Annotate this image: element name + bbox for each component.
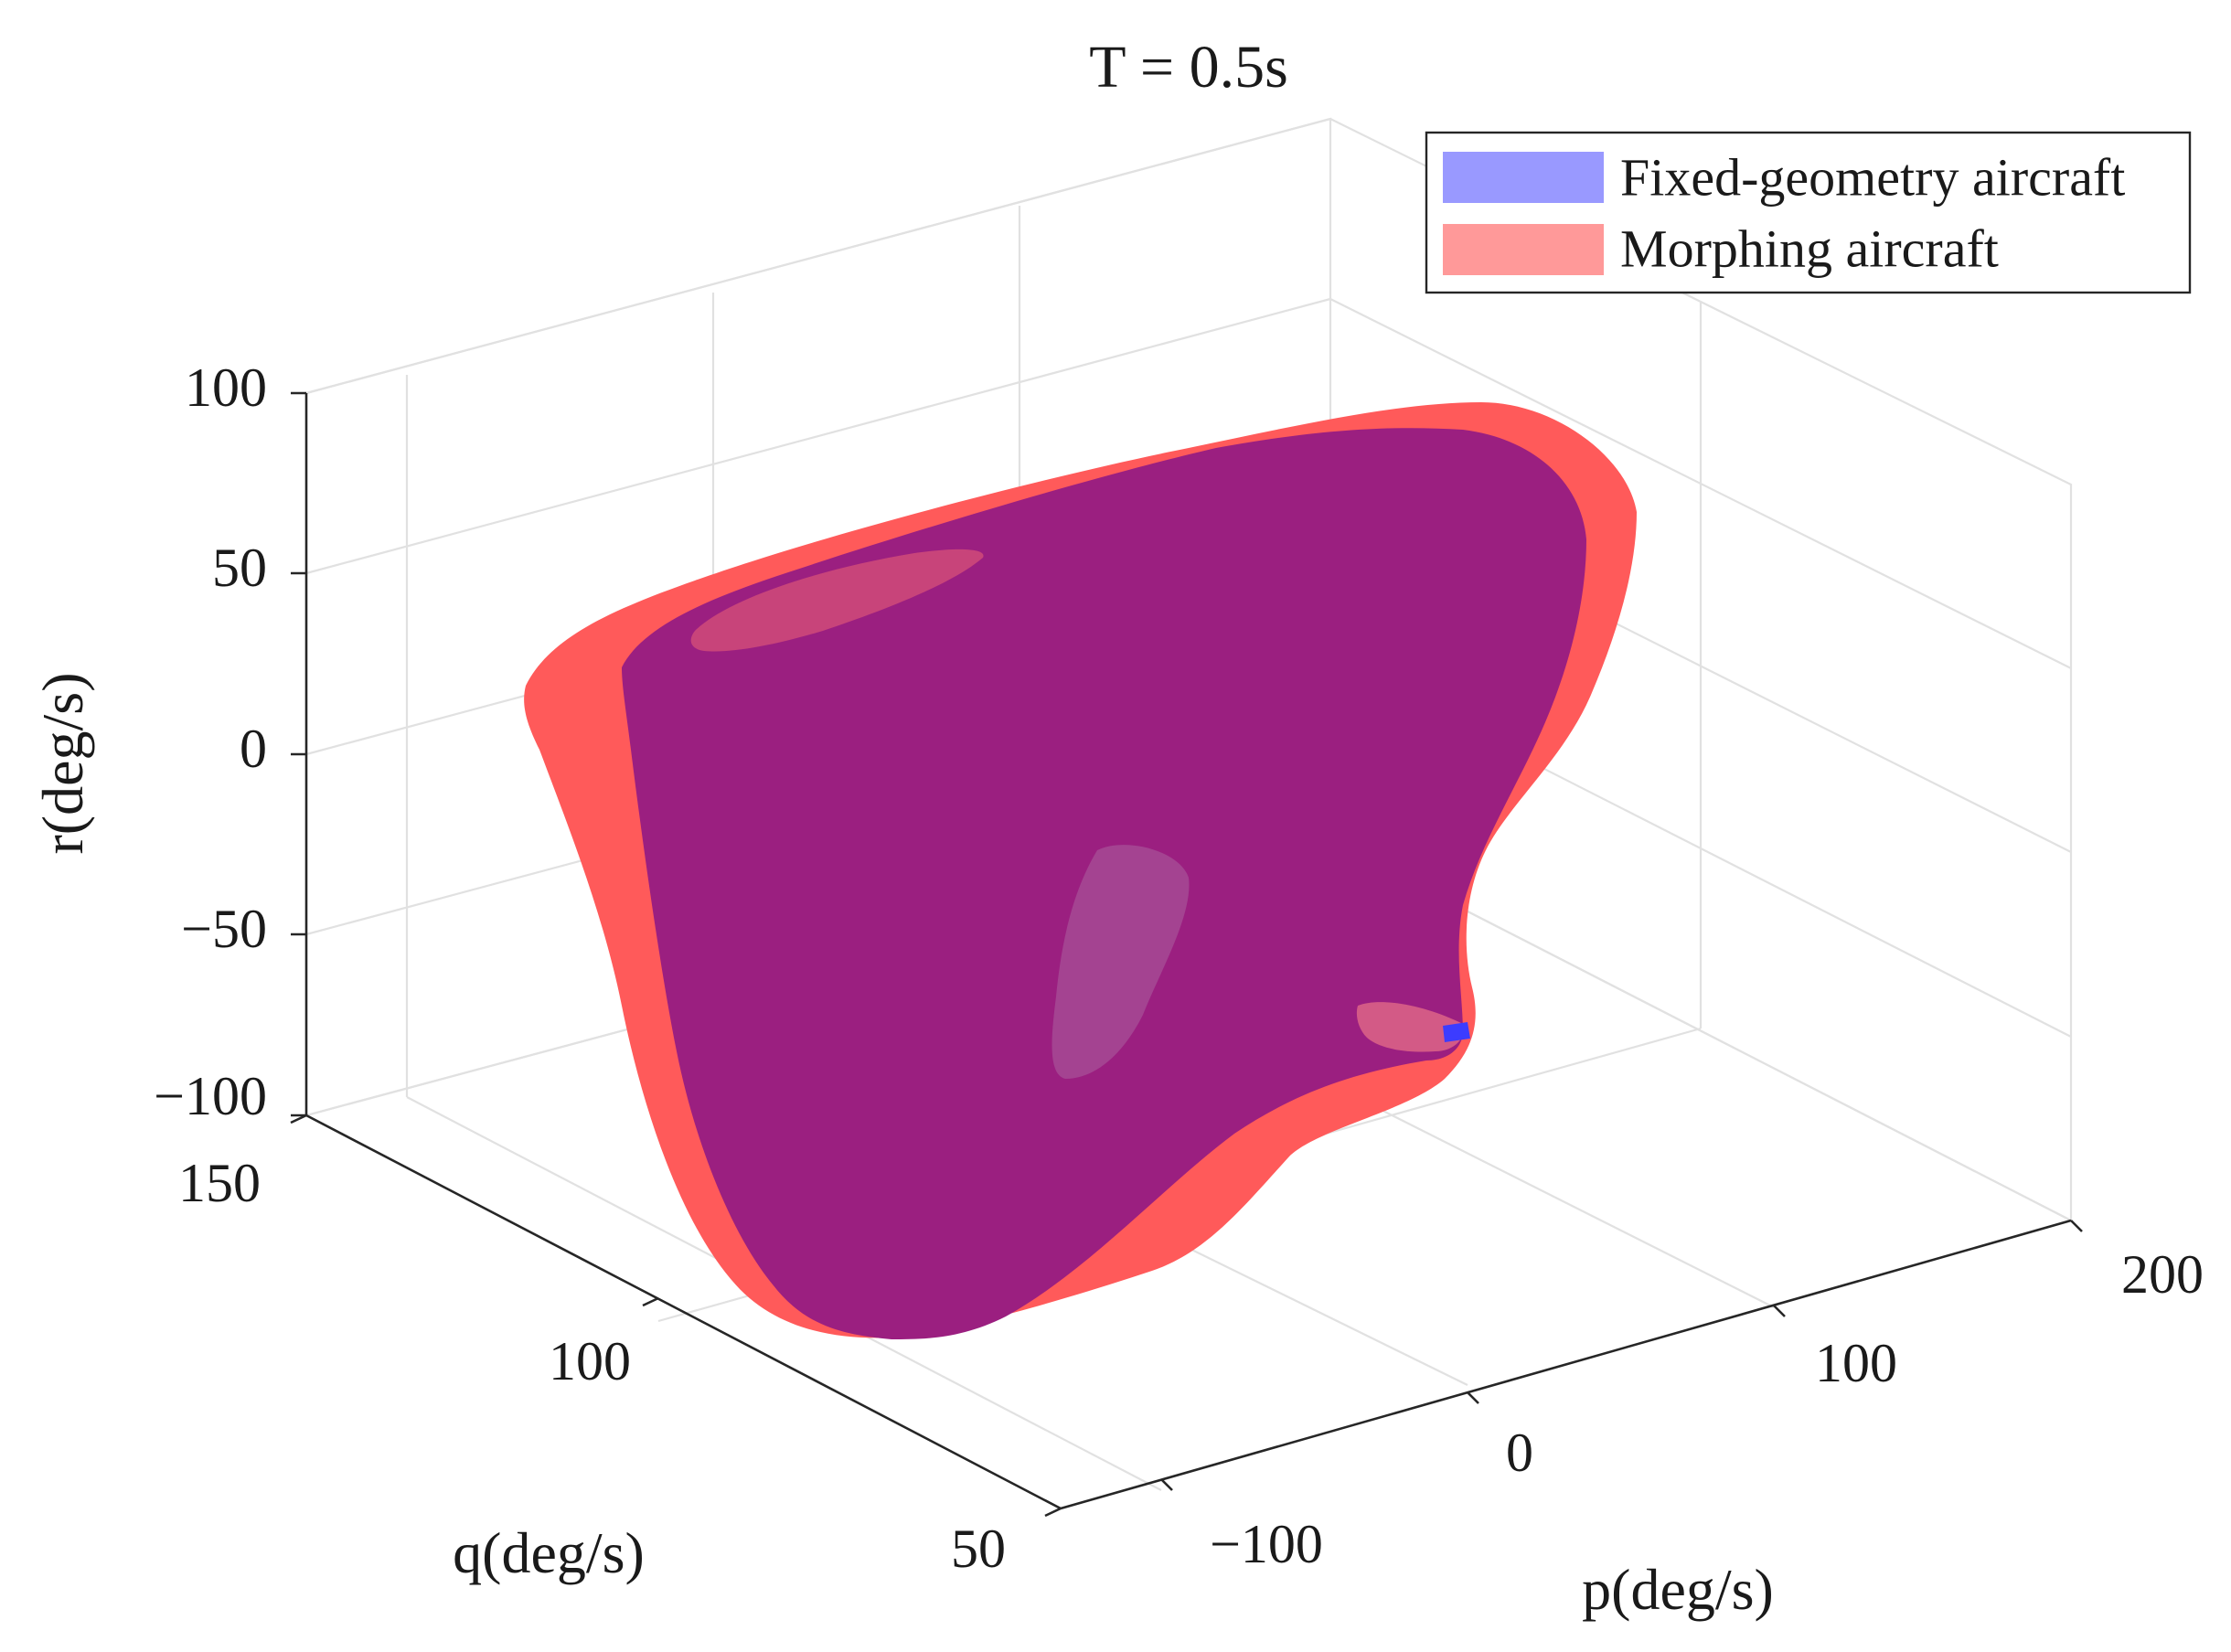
z-tick-label: −50 <box>181 899 267 959</box>
p-tick-label: −100 <box>1210 1514 1323 1574</box>
p-tick-label: 100 <box>1815 1333 1897 1393</box>
z-tick-label: 100 <box>185 357 267 418</box>
legend-label-fixed: Fixed-geometry aircraft <box>1620 147 2125 207</box>
chart-title: T = 0.5s <box>1089 34 1288 101</box>
q-tick-label: 150 <box>178 1153 261 1213</box>
q-axis-label: q(deg/s) <box>453 1520 645 1585</box>
surfaces <box>524 402 1637 1339</box>
grid-line <box>1329 298 2072 669</box>
p-tick-label: 200 <box>2121 1244 2204 1305</box>
morphing-surface-patch-upper <box>690 549 984 652</box>
morphing-surface-patch-lower <box>1356 1002 1464 1052</box>
z-tick-label: −100 <box>154 1066 267 1126</box>
legend-swatch-fixed <box>1443 152 1604 203</box>
morphing-surface-patch-middle <box>1051 845 1190 1079</box>
p-tick-mark <box>1160 1478 1173 1491</box>
axes <box>290 391 2083 1518</box>
tick-labels: 100 50 0 −50 −100 150 100 50 −100 0 100 … <box>154 357 2204 1579</box>
q-tick-mark <box>642 1296 659 1307</box>
fixed-geometry-sliver <box>1443 1022 1470 1042</box>
q-axis-line <box>305 1114 1062 1510</box>
p-tick-mark <box>2070 1220 2083 1232</box>
q-tick-mark <box>1044 1507 1062 1518</box>
p-axis-line <box>1060 1219 2072 1510</box>
z-tick-label: 0 <box>240 719 267 779</box>
q-tick-mark <box>290 1114 307 1124</box>
z-axis-label: r(deg/s) <box>30 672 95 854</box>
legend-label-morphing: Morphing aircraft <box>1620 218 1999 278</box>
p-tick-mark <box>1773 1305 1786 1317</box>
grid-line <box>305 117 1331 395</box>
p-tick-label: 0 <box>1506 1423 1533 1483</box>
legend: Fixed-geometry aircraft Morphing aircraf… <box>1425 131 2192 294</box>
legend-swatch-morphing <box>1443 224 1604 275</box>
grid-line <box>305 297 1331 575</box>
q-tick-label: 100 <box>549 1331 631 1391</box>
p-axis-label: p(deg/s) <box>1582 1557 1774 1622</box>
q-tick-label: 50 <box>951 1519 1006 1579</box>
z-tick-label: 50 <box>212 538 267 598</box>
p-tick-mark <box>1467 1391 1479 1404</box>
